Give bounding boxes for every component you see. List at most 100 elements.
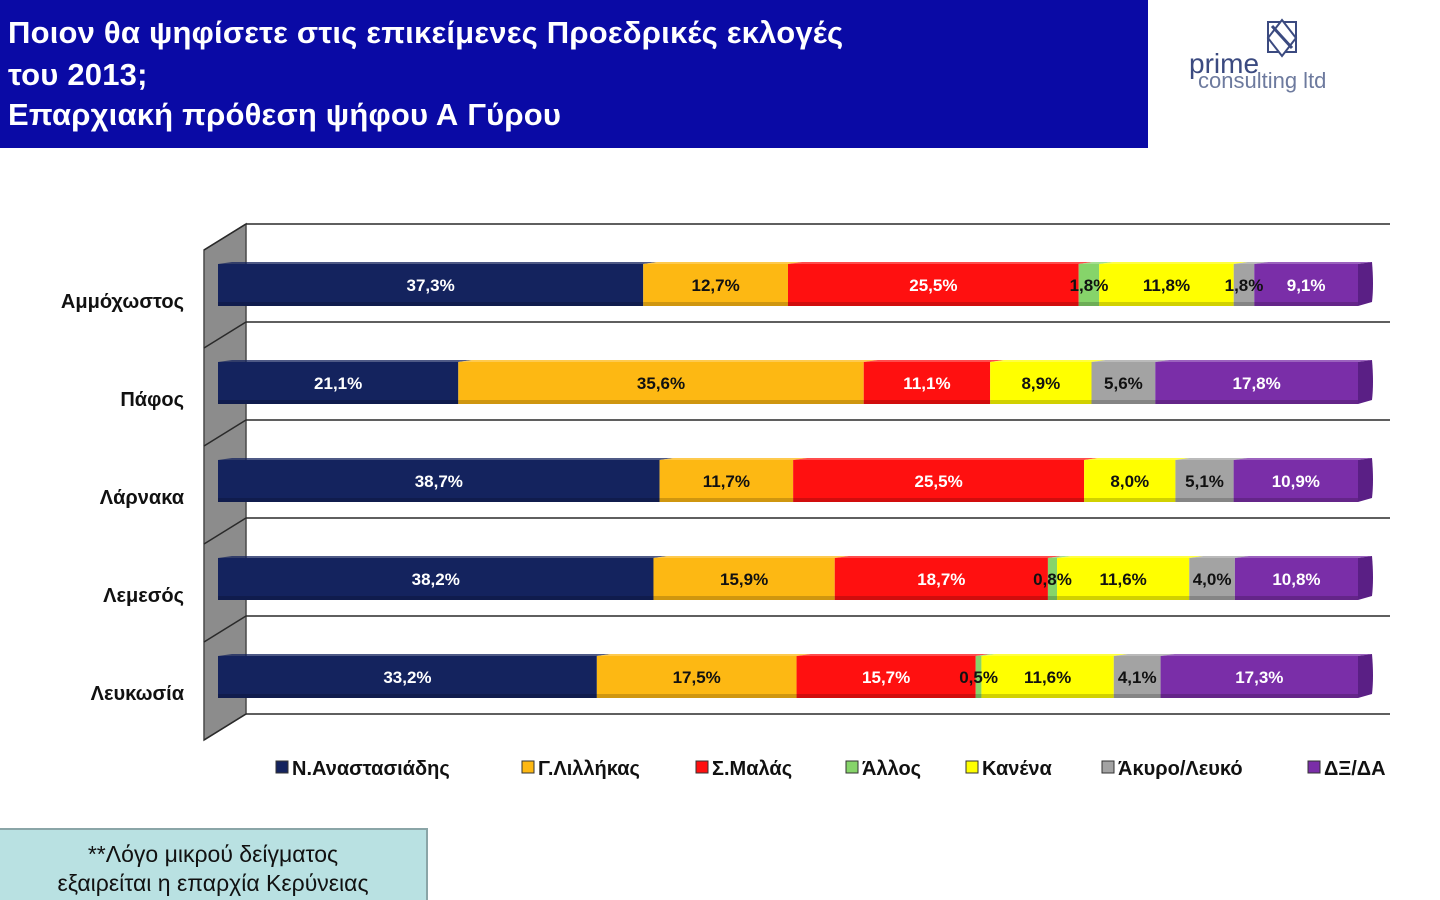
data-label: 11,8% (1143, 276, 1190, 295)
legend-label: Άλλος (862, 758, 921, 780)
bar-segment-δξ-δα (1254, 264, 1358, 306)
bar-segment-top (796, 654, 990, 656)
data-label: 15,9% (720, 570, 768, 589)
bar-segment-ν-αναστασιάδης (218, 460, 660, 502)
data-label: 0,5% (959, 668, 998, 687)
logo-mark-icon (1266, 18, 1298, 58)
chart-bars: 37,3% 12,7% 25,5% 1,8% 11,8% 1,8% 9,1% 21,1% 35,… (218, 262, 1373, 698)
bar-segment-top (834, 556, 1062, 558)
legend-item-άλλος: Άλλος (845, 758, 921, 780)
bar-segment-γ-λιλλήκας (653, 558, 835, 600)
data-label: 35,6% (637, 374, 685, 393)
chart-subtitle: Επαρχιακή πρόθεση ψήφου Α Γύρου (8, 97, 562, 132)
bar-segment-top (1189, 556, 1249, 558)
bar-segment-άκυρο-λευκό (1091, 362, 1156, 404)
legend-swatch (521, 760, 535, 774)
data-label: 9,1% (1287, 276, 1326, 295)
legend-swatch (695, 760, 709, 774)
bar-segment-top (1057, 556, 1204, 558)
bar-segment-κανένα (990, 362, 1092, 404)
category-label-λάρνακα: Λάρνακα (100, 487, 185, 509)
data-label: 25,5% (915, 472, 963, 491)
data-label: 11,6% (1024, 668, 1071, 687)
legend-item-κανένα: Κανένα (965, 758, 1053, 780)
gridline-diagonal (203, 517, 247, 545)
bar-segment-top (990, 360, 1106, 362)
bar-segment-top (788, 262, 1093, 264)
bar-segment-άλλος (975, 656, 982, 698)
bar-segment-top (863, 360, 1005, 362)
data-label: 8,9% (1021, 374, 1060, 393)
data-label: 8,0% (1110, 472, 1149, 491)
legend-swatch (1307, 760, 1321, 774)
prime-consulting-logo: prime consulting ltd (1186, 18, 1386, 98)
data-label: 1,8% (1225, 276, 1264, 295)
bar-shadow (218, 302, 1358, 306)
category-label-πάφος: Πάφος (120, 389, 184, 411)
data-label: 17,5% (673, 668, 721, 687)
bar-segment-δξ-δα (1233, 460, 1358, 502)
stacked-bar-chart: Αμμόχωστος Πάφος Λάρνακα Λεμεσός Λευκωσία 37… (61, 222, 1390, 780)
gridline-diagonal (203, 713, 247, 741)
data-label: 1,8% (1070, 276, 1109, 295)
bar-segment-top (659, 458, 808, 460)
bar-segment-top (218, 360, 473, 362)
bar-segment-άκυρο-λευκό (1233, 264, 1255, 306)
legend-item-δξ-δα: ΔΞ/ΔΑ (1307, 758, 1386, 780)
data-label: 33,2% (383, 668, 431, 687)
bar-segment-top (1254, 262, 1372, 264)
chart-title-line-2: του 2013; (8, 57, 148, 92)
bar-segment-άλλος (1078, 264, 1100, 306)
legend-label: Σ.Μαλάς (712, 758, 792, 780)
bar-end-cap (1358, 262, 1373, 306)
bar-segment-top (643, 262, 802, 264)
data-label: 5,6% (1104, 374, 1143, 393)
category-label-αμμόχωστος: Αμμόχωστος (61, 291, 184, 313)
bar-segment-top (1091, 360, 1170, 362)
bar-segment-ν-αναστασιάδης (218, 558, 654, 600)
category-label-λευκωσία: Λευκωσία (91, 683, 185, 705)
bar-segment-άκυρο-λευκό (1175, 460, 1234, 502)
data-label: 18,7% (917, 570, 965, 589)
bar-segment-γ-λιλλήκας (596, 656, 797, 698)
legend-swatch (275, 760, 289, 774)
chart-legend: Ν.Αναστασιάδης Γ.Λιλλήκας Σ.Μαλάς Άλλος Κανέ… (275, 758, 1386, 780)
bar-segment-top (1084, 458, 1190, 460)
data-label: 17,8% (1233, 374, 1281, 393)
legend-item-σ-μαλάς: Σ.Μαλάς (695, 758, 792, 780)
data-label: 12,7% (692, 276, 740, 295)
bar-segment-άλλος (1047, 558, 1058, 600)
gridline-diagonal (203, 419, 247, 447)
bar-segment-top (1160, 654, 1372, 656)
category-label-λεμεσός: Λεμεσός (103, 585, 184, 607)
bar-segment-top (653, 556, 849, 558)
data-label: 25,5% (909, 276, 957, 295)
category-labels: Αμμόχωστος Πάφος Λάρνακα Λεμεσός Λευκωσία (61, 291, 185, 705)
bar-segment-σ-μαλάς (793, 460, 1085, 502)
data-label: 0,8% (1033, 570, 1072, 589)
bar-segment-δξ-δα (1160, 656, 1358, 698)
logo-text-consulting: consulting ltd (1198, 68, 1327, 93)
bar-segment-δξ-δα (1234, 558, 1358, 600)
data-label: 38,2% (412, 570, 460, 589)
bar-segment-σ-μαλάς (796, 656, 976, 698)
title-banner: Ποιον θα ψηφίσετε στις επικείμενες Προεδ… (0, 0, 1148, 148)
legend-label: ΔΞ/ΔΑ (1324, 758, 1386, 780)
legend-label: Γ.Λιλλήκας (538, 758, 640, 780)
data-label: 37,3% (407, 276, 455, 295)
data-label: 21,1% (314, 374, 362, 393)
logo-text-prime: prime (1189, 48, 1260, 79)
bar-segment-top (1078, 262, 1114, 264)
bar-end-cap (1358, 360, 1373, 404)
legend-swatch (1101, 760, 1115, 774)
bar-segment-ν-αναστασιάδης (218, 656, 597, 698)
bar-segment-ν-αναστασιάδης (218, 362, 459, 404)
gridline-diagonal (203, 321, 247, 349)
legend-label: Ν.Αναστασιάδης (292, 758, 450, 780)
bar-row-λευκωσία: 33,2% 17,5% 15,7% 0,5% 11,6% 4,1% 17,3% (218, 654, 1373, 698)
legend-swatch (965, 760, 979, 774)
bar-segment-top (458, 360, 878, 362)
bar-segment-γ-λιλλήκας (643, 264, 788, 306)
bar-segment-top (1113, 654, 1175, 656)
sample-note-line-1: **Λόγο μικρού δείγματος (87, 841, 339, 867)
